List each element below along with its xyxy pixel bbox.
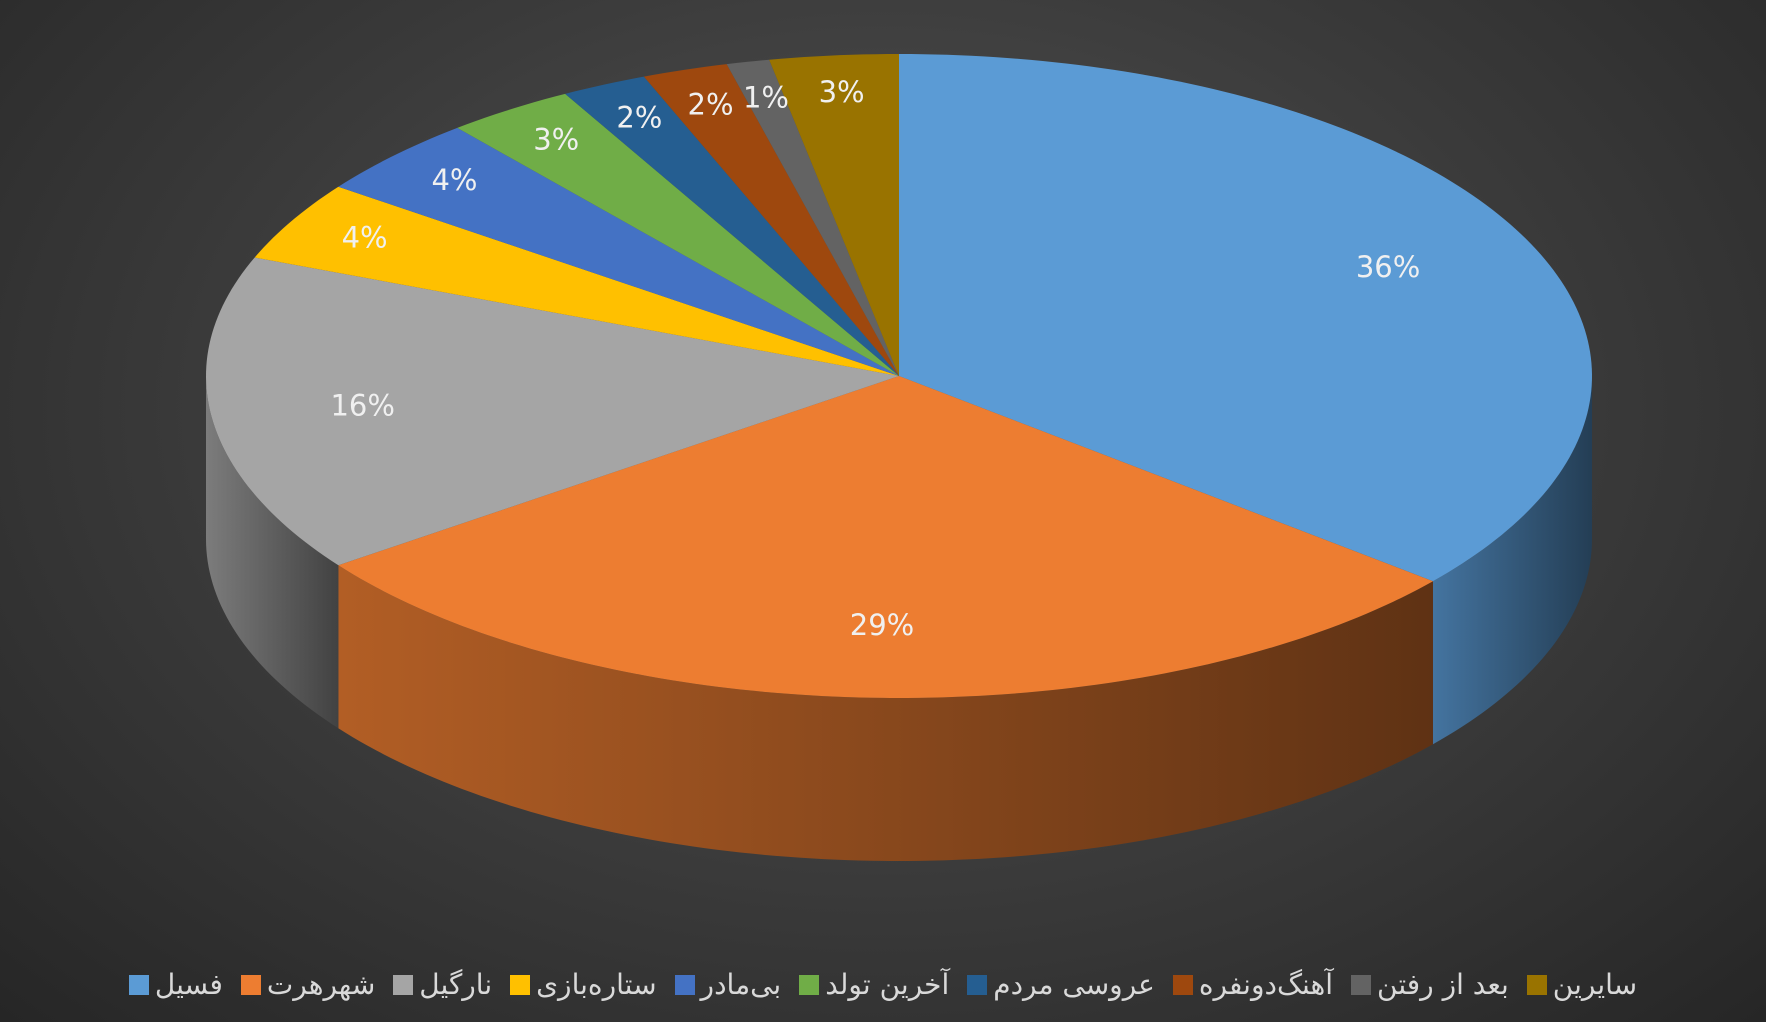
legend-item: بعد از رفتن [1351,968,1509,1001]
slice [338,127,900,376]
legend-swatch [393,974,414,995]
slice [206,257,900,566]
legend-item: ستاره‌بازی [510,968,657,1001]
slice [769,54,899,376]
slice [643,64,899,377]
data-label: 1% [743,80,789,114]
legend-label: شهرهرت [266,968,376,1001]
data-label: 3% [533,123,579,157]
legend-swatch [510,974,531,995]
data-label: 36% [1356,250,1420,284]
slice [457,93,899,376]
legend-item: بی‌مادر [674,968,782,1001]
chart: 36% 29% 16% 4% 4% 3% 2% 2% 1% 3% [206,54,1592,861]
slice-side [206,376,339,729]
legend-label: بی‌مادر [700,968,782,1001]
legend-item: شهرهرت [240,968,376,1001]
legend-label: عروسی مردم [993,968,1155,1001]
legend-label: آهنگ‌دونفره [1198,968,1333,1001]
slice [338,376,1433,698]
legend-label: بعد از رفتن [1377,968,1509,1001]
legend-label: سایرین [1552,968,1638,1001]
legend-swatch [240,974,261,995]
slice-side [1432,376,1592,745]
data-label: 4% [431,163,477,197]
slice [726,59,899,377]
legend-swatch [1526,974,1547,995]
slice [899,54,1592,582]
legend-swatch [1351,974,1371,995]
data-label: 2% [688,88,734,122]
data-label: 3% [819,75,865,109]
data-label: 4% [342,220,388,254]
legend-label: آخرین تولد [825,968,950,1001]
slice [565,76,899,376]
legend-item: نارگیل [393,968,492,1001]
legend-item: فسيل [128,968,223,1001]
data-label: 29% [850,608,914,642]
legend: فسيل شهرهرت نارگیل ستاره‌بازی بی‌مادر آخرین ت… [0,968,1766,1001]
legend-swatch [967,974,988,995]
legend-label: نارگیل [419,968,493,1001]
legend-swatch [674,974,695,995]
legend-item: آخرین تولد [799,968,949,1001]
legend-item: آهنگ‌دونفره [1172,968,1333,1001]
data-label: 2% [616,101,662,135]
legend-item: عروسی مردم [967,968,1155,1001]
legend-label: فسيل [154,968,223,1001]
legend-swatch [1172,974,1193,995]
legend-swatch [799,974,820,995]
slice-side [338,565,1433,861]
slice [254,186,899,376]
legend-item: سایرین [1526,968,1638,1001]
legend-swatch [128,974,149,995]
legend-label: ستاره‌بازی [536,968,657,1001]
data-label: 16% [330,388,394,422]
